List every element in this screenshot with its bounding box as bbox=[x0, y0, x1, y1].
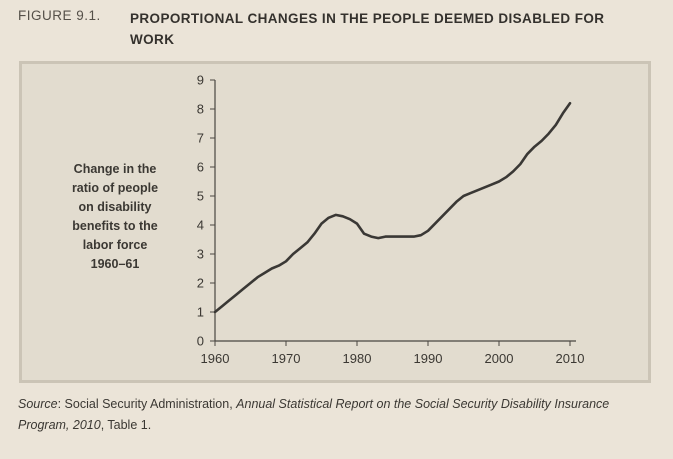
source-publication: Annual Statistical Report on the Social … bbox=[18, 397, 610, 432]
x-tick-label: 1960 bbox=[201, 351, 230, 366]
y-tick-label: 2 bbox=[197, 276, 204, 291]
y-tick-label: 0 bbox=[197, 334, 204, 349]
source-suffix: , Table 1. bbox=[100, 418, 152, 432]
y-axis-label-line: Change in the bbox=[73, 162, 157, 176]
y-tick-label: 6 bbox=[197, 160, 204, 175]
x-tick-label: 2000 bbox=[485, 351, 514, 366]
figure-title: PROPORTIONAL CHANGES IN THE PEOPLE DEEME… bbox=[130, 11, 605, 47]
y-axis-label-line: on disability bbox=[78, 200, 152, 214]
y-axis-label-line: 1960–61 bbox=[90, 257, 140, 271]
figure-number: FIGURE 9.1. bbox=[18, 8, 101, 23]
source-label: Source bbox=[18, 397, 58, 411]
y-tick-label: 5 bbox=[197, 189, 204, 204]
x-axis-ticks: 1960 1970 1980 1990 2000 2010 bbox=[201, 341, 585, 366]
x-tick-label: 1980 bbox=[343, 351, 372, 366]
y-axis-label-line: ratio of people bbox=[71, 181, 159, 195]
y-axis-label: Change in the ratio of people on disabilit… bbox=[52, 160, 178, 274]
chart-panel bbox=[19, 61, 651, 383]
x-tick-label: 2010 bbox=[556, 351, 585, 366]
y-tick-label: 7 bbox=[197, 131, 204, 146]
source-prefix: : Social Security Administration, bbox=[57, 397, 237, 411]
y-axis-label-line: benefits to the bbox=[72, 219, 158, 233]
source-note: Source: Social Security Administration, … bbox=[18, 394, 658, 436]
y-tick-label: 4 bbox=[197, 218, 204, 233]
y-tick-label: 8 bbox=[197, 102, 204, 117]
chart-axes bbox=[214, 80, 576, 342]
y-tick-label: 1 bbox=[197, 305, 204, 320]
x-tick-label: 1990 bbox=[414, 351, 443, 366]
y-tick-label: 9 bbox=[197, 73, 204, 88]
y-tick-label: 3 bbox=[197, 247, 204, 262]
series-line bbox=[213, 101, 572, 314]
chart-series bbox=[213, 101, 572, 314]
y-axis-ticks: 0 1 2 3 4 5 6 7 8 9 bbox=[197, 73, 215, 349]
x-tick-label: 1970 bbox=[272, 351, 301, 366]
y-axis-label-line: labor force bbox=[82, 238, 148, 252]
